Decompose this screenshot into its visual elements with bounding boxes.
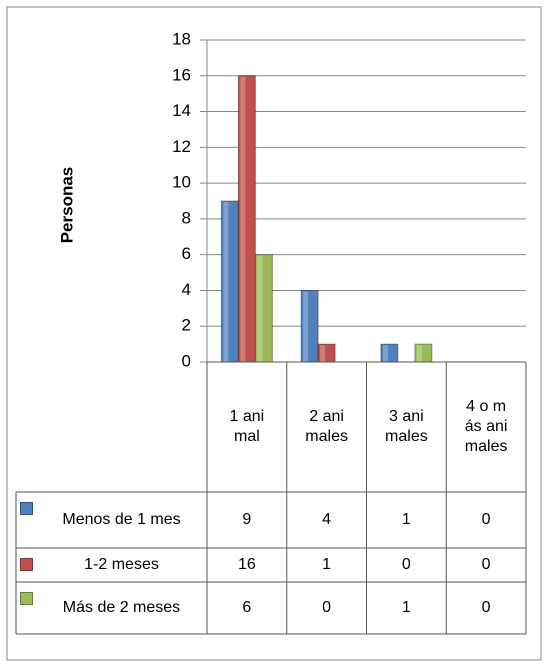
legend-key (20, 592, 33, 605)
legend-key (20, 502, 33, 515)
bar-highlight (240, 76, 246, 363)
legend-label: Menos de 1 mes (62, 511, 181, 528)
table-value: 1 (401, 599, 411, 616)
y-tick-label: 10 (172, 173, 191, 192)
legend-entry: 1-2 meses (16, 548, 207, 582)
category-label: 1 animal (229, 408, 265, 445)
table-value: 9 (242, 511, 252, 528)
legend-key (20, 558, 33, 571)
legend-label: 1-2 meses (84, 556, 159, 573)
y-axis-label: Personas (57, 167, 76, 244)
table-value: 0 (322, 599, 332, 616)
category-label: 3 animales (385, 408, 428, 445)
legend-entry: Más de 2 meses (16, 582, 207, 634)
category-label: 4 o más animales (464, 398, 508, 455)
table-value: 1 (401, 511, 411, 528)
table-value: 6 (242, 599, 252, 616)
table-value: 0 (481, 556, 491, 573)
table-value: 0 (401, 556, 411, 573)
y-tick-label: 16 (172, 65, 191, 84)
bar-highlight (257, 255, 263, 362)
legend-label: Más de 2 meses (62, 599, 181, 616)
table-value: 16 (237, 556, 256, 573)
table-value: 4 (322, 511, 332, 528)
table-value: 1 (322, 556, 332, 573)
y-tick-label: 14 (172, 101, 191, 120)
bar-highlight (303, 291, 309, 362)
legend-entry: Menos de 1 mes (16, 492, 207, 548)
bar-highlight (382, 345, 388, 362)
bar-highlight (223, 202, 229, 362)
y-tick-label: 18 (172, 29, 191, 48)
border (6, 6, 542, 661)
bar-highlight (416, 345, 422, 362)
y-tick-label: 2 (182, 316, 191, 335)
y-tick-label: 6 (182, 244, 191, 263)
bar-highlight (320, 345, 326, 362)
category-label: 2 animales (305, 408, 348, 445)
table-value: 0 (481, 599, 491, 616)
y-tick-label: 12 (172, 137, 191, 156)
y-tick-label: 0 (182, 351, 191, 370)
table-value: 0 (481, 511, 491, 528)
y-tick-label: 8 (182, 208, 191, 227)
y-tick-label: 4 (182, 280, 191, 299)
